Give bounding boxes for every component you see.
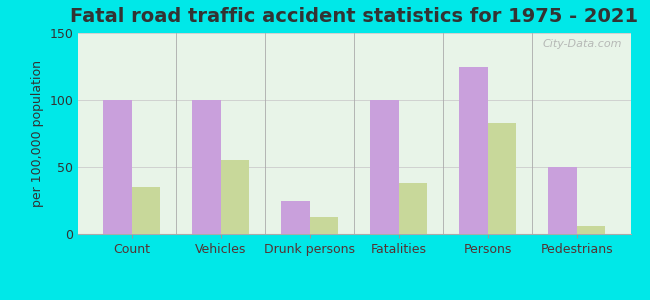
Bar: [192, 100, 220, 234]
Bar: [309, 217, 338, 234]
Bar: [220, 160, 249, 234]
Bar: [131, 187, 160, 234]
Bar: [399, 183, 427, 234]
Text: City-Data.com: City-Data.com: [543, 39, 622, 49]
Bar: [488, 123, 516, 234]
Y-axis label: per 100,000 population: per 100,000 population: [31, 60, 44, 207]
Bar: [460, 67, 488, 234]
Bar: [577, 226, 605, 234]
Bar: [370, 100, 399, 234]
Title: Fatal road traffic accident statistics for 1975 - 2021: Fatal road traffic accident statistics f…: [70, 7, 638, 26]
Bar: [281, 200, 309, 234]
Bar: [103, 100, 131, 234]
Bar: [549, 167, 577, 234]
